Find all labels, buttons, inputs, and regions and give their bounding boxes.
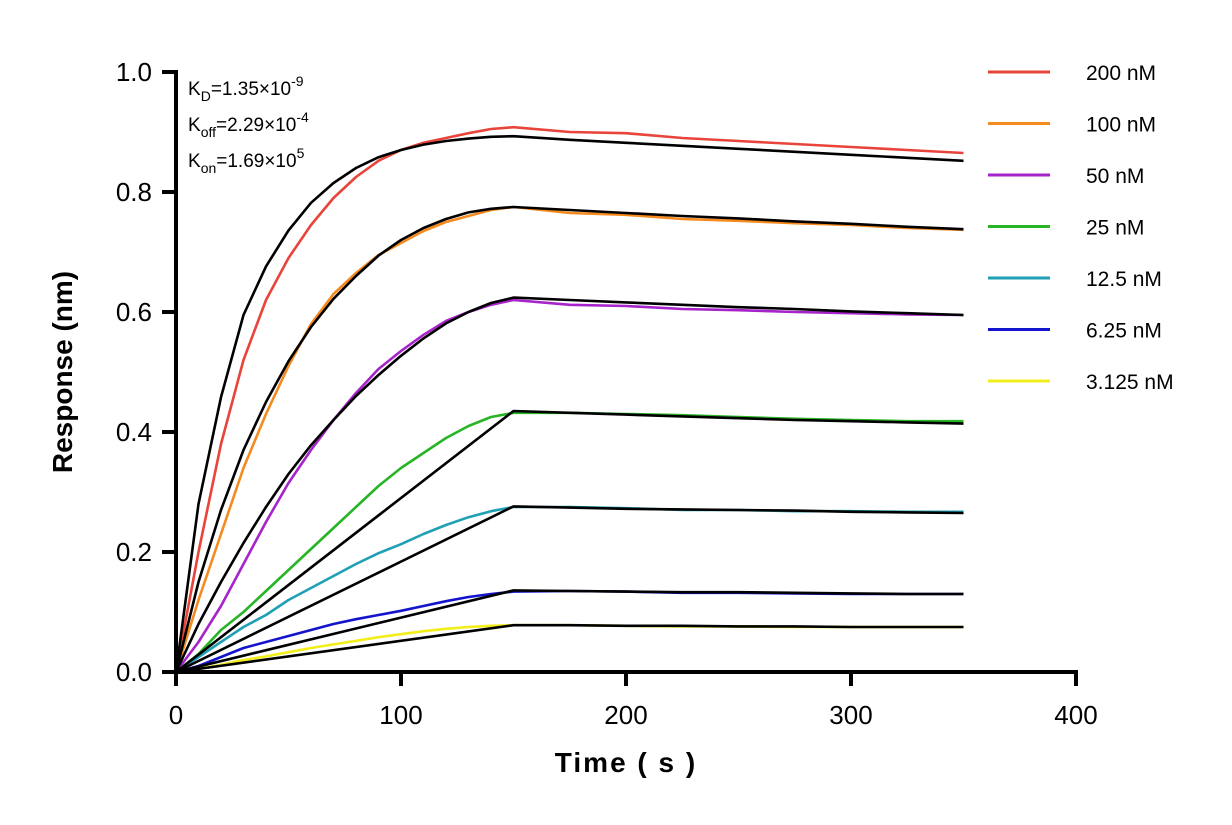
series-line-0 <box>174 125 964 673</box>
x-tick-label: 100 <box>379 700 422 730</box>
kinetic-constant-2: Kon=1.69×105 <box>188 145 305 176</box>
kinetic-constants: KD=1.35×10-9 Koff=2.29×10-4 Kon=1.69×105 <box>188 73 309 176</box>
fit-line-1 <box>174 205 964 673</box>
fit-line-3 <box>175 409 964 674</box>
ticks: 0 100 200 300 400 0.0 0.2 0.4 0.6 0.8 1.0 <box>116 57 1098 730</box>
fit-line-2 <box>174 296 964 673</box>
series-line-3 <box>175 411 964 674</box>
x-tick-label: 400 <box>1054 700 1097 730</box>
legend-label: 6.25 nM <box>1086 320 1162 343</box>
legend-label: 200 nM <box>1086 62 1156 85</box>
fit-line-4 <box>175 505 964 674</box>
series-line-4 <box>175 505 964 674</box>
legend-label: 3.125 nM <box>1086 371 1174 394</box>
y-tick-label: 1.0 <box>116 57 152 87</box>
y-tick-label: 0.4 <box>116 417 152 447</box>
legend-label: 100 nM <box>1086 114 1156 137</box>
data-series <box>174 125 964 674</box>
fit-curves <box>174 134 964 674</box>
series-line-5 <box>175 589 964 674</box>
x-tick-label: 300 <box>829 700 872 730</box>
fit-line-6 <box>175 623 964 674</box>
y-tick-label: 0.0 <box>116 657 152 687</box>
fit-line-0 <box>174 134 964 673</box>
kinetic-constant-1: Koff=2.29×10-4 <box>188 109 309 140</box>
y-tick-label: 0.6 <box>116 297 152 327</box>
legend-label: 12.5 nM <box>1086 268 1162 291</box>
x-tick-label: 200 <box>604 700 647 730</box>
legend-label: 50 nM <box>1086 165 1144 188</box>
legend: 200 nM 100 nM 50 nM 25 nM 12.5 nM 6.25 nM 3.12… <box>988 62 1174 394</box>
series-line-2 <box>174 298 964 673</box>
x-axis-title: Time ( s ) <box>555 747 697 778</box>
legend-label: 25 nM <box>1086 217 1144 240</box>
series-line-1 <box>174 205 964 673</box>
series-line-6 <box>175 623 964 674</box>
y-axis-title: Response (nm) <box>47 271 78 473</box>
fit-line-5 <box>175 589 964 674</box>
y-tick-label: 0.2 <box>116 537 152 567</box>
x-tick-label: 0 <box>169 700 183 730</box>
kinetic-constant-0: KD=1.35×10-9 <box>188 73 304 104</box>
y-tick-label: 0.8 <box>116 177 152 207</box>
